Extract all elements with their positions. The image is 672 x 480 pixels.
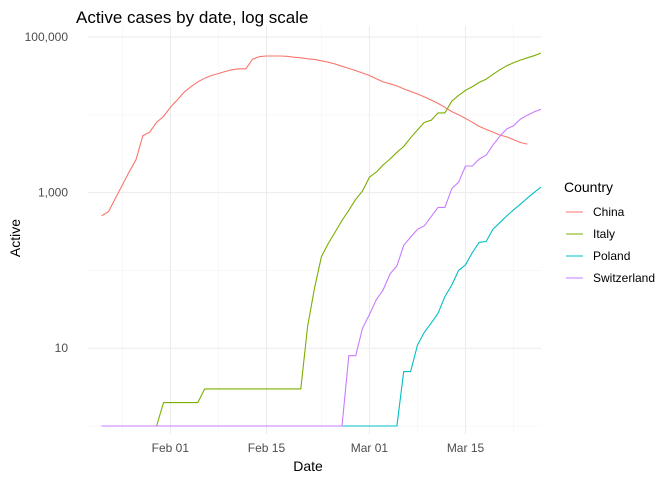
series-line-china (101, 55, 528, 217)
series-line-switzerland (101, 108, 542, 427)
x-tick-label: Feb 15 (248, 441, 286, 455)
y-axis-ticks: 10 1,000 100,000 (25, 30, 69, 355)
legend-label-switzerland: Switzerland (593, 271, 655, 285)
legend-label-italy: Italy (593, 227, 615, 241)
legend-label-poland: Poland (593, 249, 630, 263)
x-axis-ticks: Feb 01 Feb 15 Mar 01 Mar 15 (152, 441, 485, 455)
x-tick-label: Feb 01 (152, 441, 190, 455)
x-tick-label: Mar 15 (447, 441, 485, 455)
legend: Country China Italy Poland Switzerland (564, 179, 655, 285)
y-tick-label: 100,000 (25, 30, 69, 44)
series-line-poland (101, 186, 542, 427)
grid (88, 26, 541, 434)
chart-title: Active cases by date, log scale (76, 8, 308, 27)
series-line-italy (101, 52, 542, 427)
legend-label-china: China (593, 205, 625, 219)
y-axis-title: Active (7, 219, 23, 257)
legend-title: Country (564, 179, 613, 195)
y-tick-label: 10 (55, 341, 69, 355)
x-axis-title: Date (293, 458, 323, 474)
y-tick-label: 1,000 (38, 186, 68, 200)
series-lines (101, 52, 542, 427)
x-tick-label: Mar 01 (351, 441, 389, 455)
